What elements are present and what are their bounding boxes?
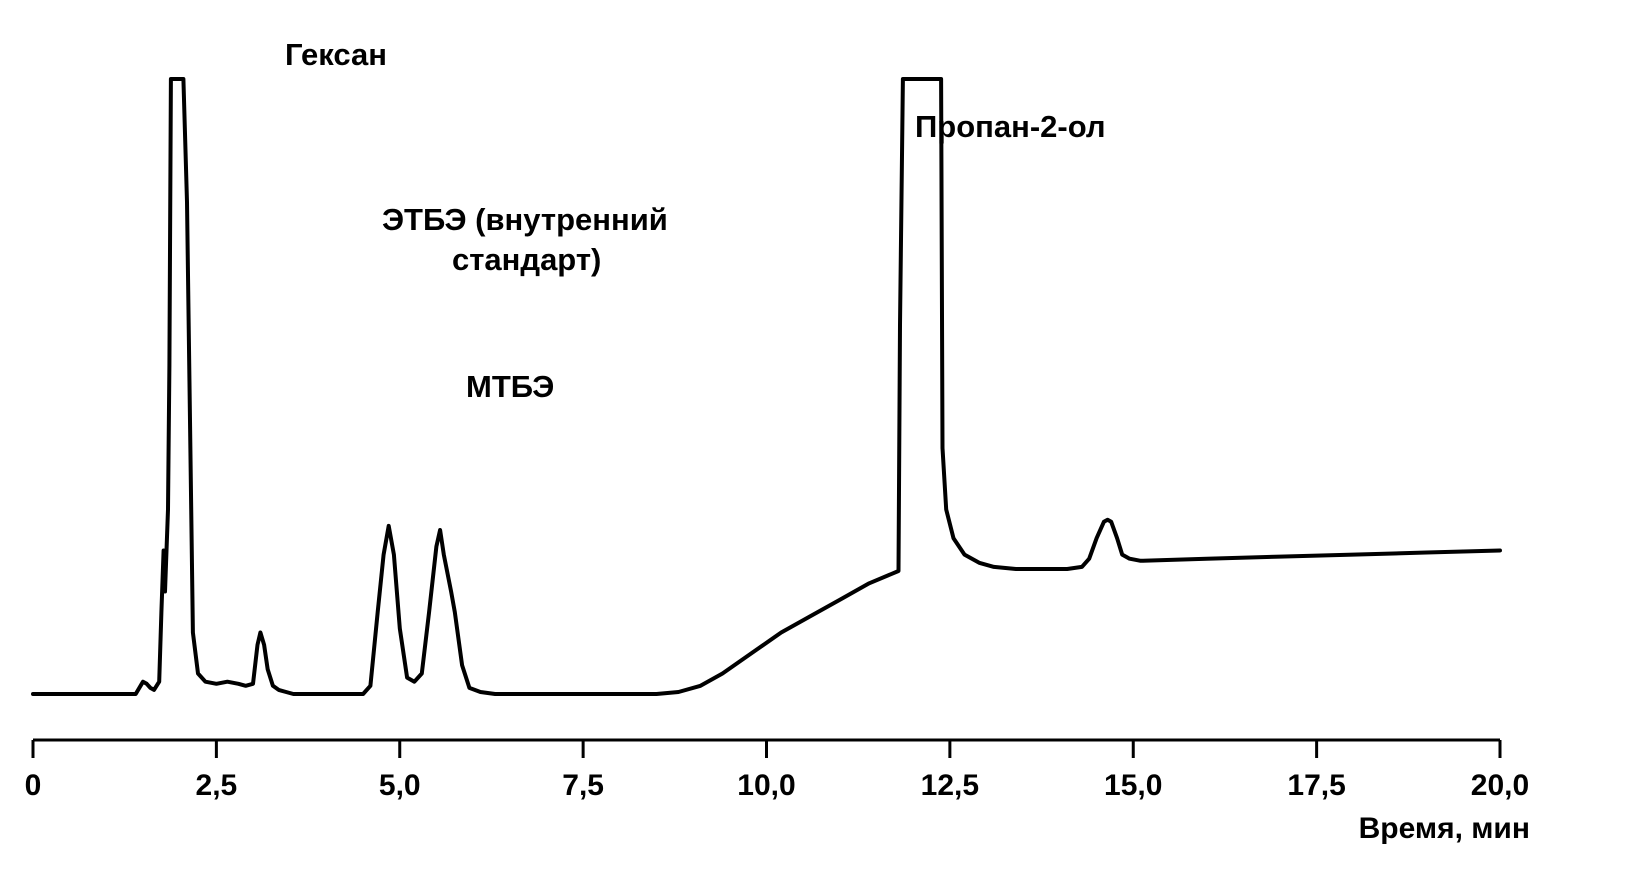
x-tick-label: 10,0: [737, 769, 795, 802]
x-tick-label: 2,5: [196, 769, 238, 802]
annotation-etbe-line1: ЭТБЭ (внутренний: [382, 202, 668, 237]
x-axis-tick-labels: 0 2,5 5,0 7,5 10,0 12,5 15,0 17,5 20,0: [25, 769, 1530, 802]
annotation-propan-2-ol: Пропан-2-ол: [915, 109, 1106, 144]
x-tick-label: 17,5: [1287, 769, 1345, 802]
x-tick-label: 5,0: [379, 769, 421, 802]
x-tick-label: 15,0: [1104, 769, 1162, 802]
x-tick-label: 7,5: [562, 769, 604, 802]
peak-annotations: Гексан ЭТБЭ (внутренний стандарт) МТБЭ П…: [285, 37, 1106, 404]
chromatogram-trace: [31, 77, 1502, 696]
x-axis-label: Время, мин: [1359, 812, 1530, 845]
annotation-etbe-line2: стандарт): [452, 242, 601, 277]
x-axis-ticks: [31, 740, 1502, 758]
x-tick-label: 12,5: [921, 769, 979, 802]
annotation-mtbe: МТБЭ: [466, 369, 554, 404]
x-tick-label: 20,0: [1471, 769, 1529, 802]
annotation-hexane: Гексан: [285, 37, 387, 72]
x-tick-label: 0: [25, 769, 42, 802]
